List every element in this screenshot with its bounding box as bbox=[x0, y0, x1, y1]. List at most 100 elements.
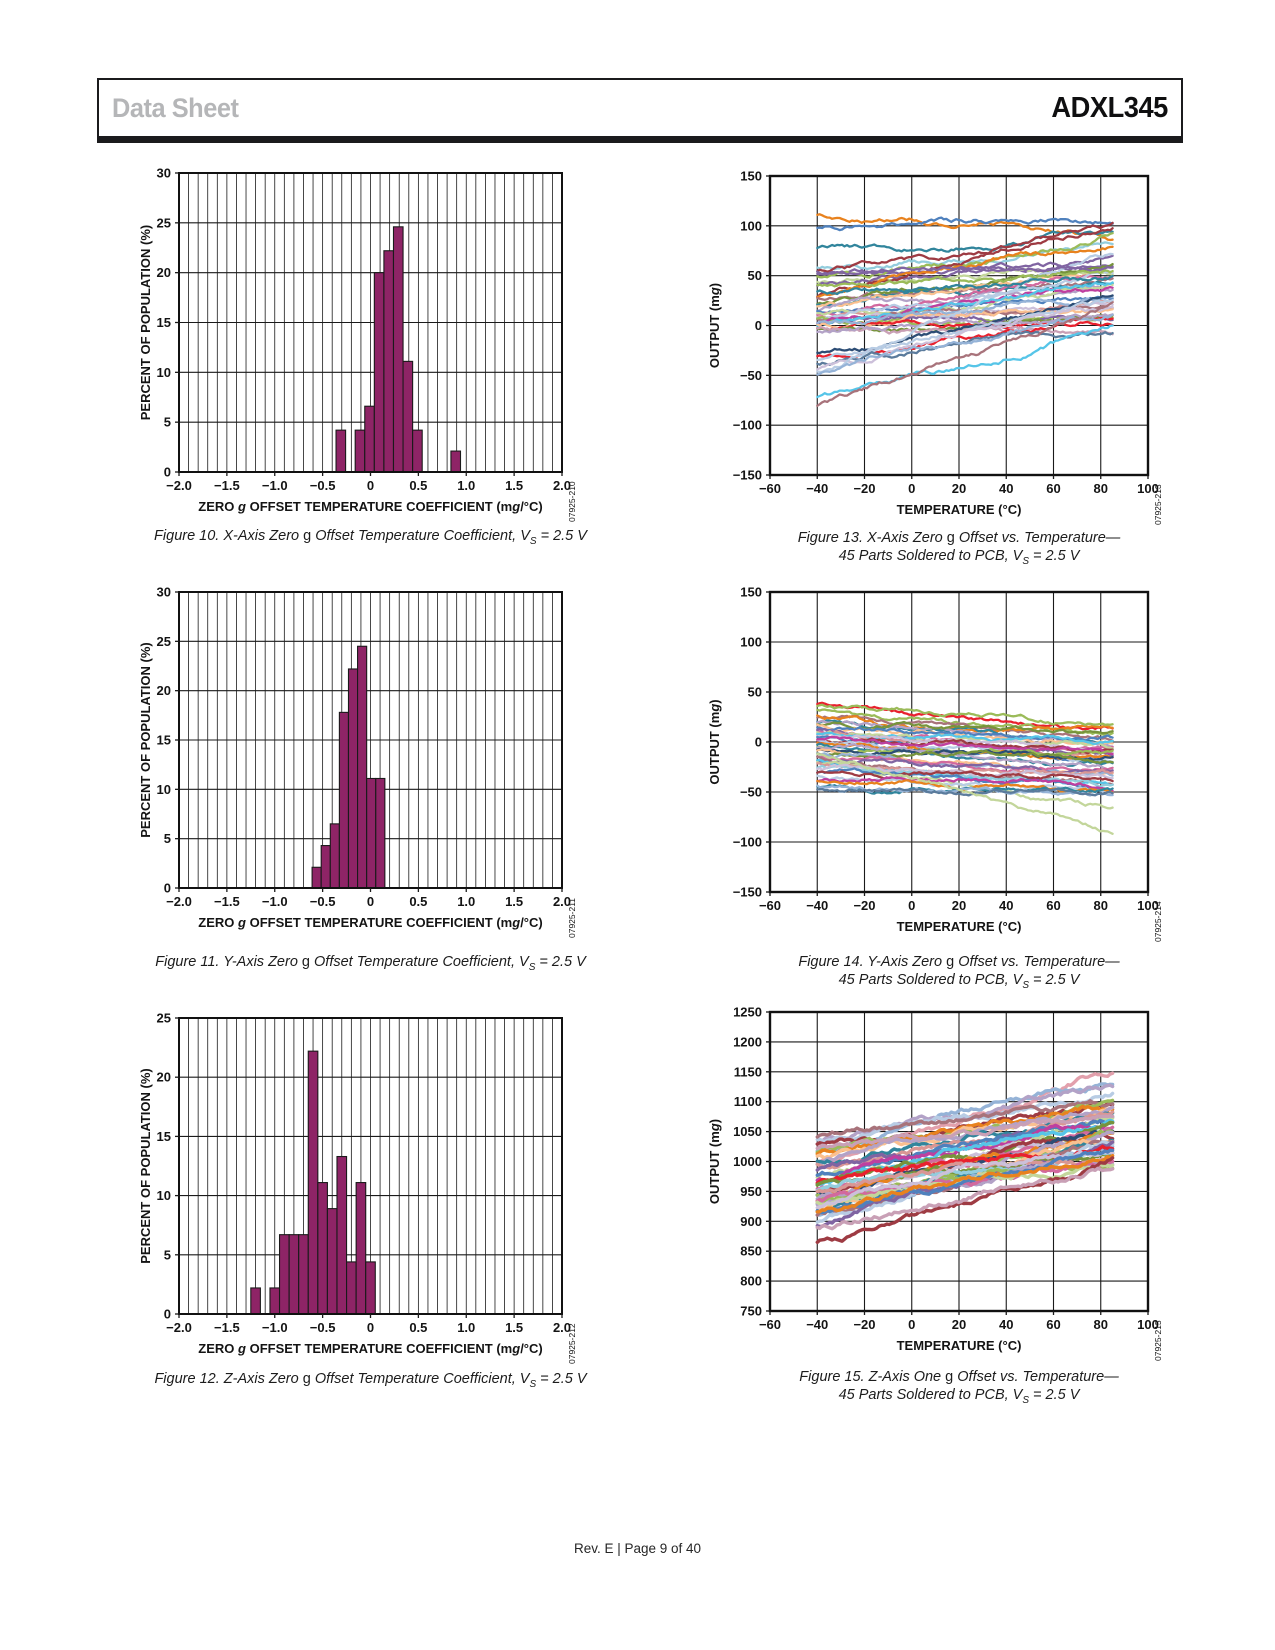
figure-11-ytick: 0 bbox=[164, 881, 171, 896]
figure-10-tick-labels: −2.0 −1.5 −1.0 −0.5 0 0.5 1.0 1.5 2.0 0 5 10 15 20 25 3… bbox=[157, 166, 572, 494]
figure-11-bar bbox=[329, 823, 340, 889]
figure-10-plot: −2.0 −1.5 −1.0 −0.5 0 0.5 1.0 1.5 2.0 0 5 10 15 20 25 3… bbox=[138, 166, 577, 523]
header-bar: Data Sheet ADXL345 bbox=[97, 78, 1183, 143]
figure-14-xtick: −20 bbox=[853, 898, 875, 913]
figure-12-bar bbox=[278, 1234, 290, 1315]
figure-11-bar bbox=[311, 866, 322, 889]
figure-14-xtick: 60 bbox=[1046, 898, 1060, 913]
figure-12-xtick: −2.0 bbox=[166, 1320, 192, 1335]
figure-12-bar bbox=[269, 1287, 281, 1315]
figure-15-xlabel: TEMPERATURE (°C) bbox=[897, 1338, 1022, 1353]
figure-13-series-line bbox=[816, 305, 1114, 371]
figure-13-series-line bbox=[816, 294, 1114, 355]
figure-10-xtick: 0.5 bbox=[409, 478, 427, 493]
figure-11-bar bbox=[338, 711, 350, 889]
figure-13-series-line bbox=[816, 274, 1114, 296]
figure-15-ytick: 900 bbox=[740, 1214, 762, 1229]
figure-11-plot: −2.0 −1.5 −1.0 −0.5 0 0.5 1.0 1.5 2.0 0 5 10 15 20 25 3… bbox=[138, 585, 577, 939]
figure-14-plot: −60 −40 −20 0 20 40 60 80 100 −150 −100 −50 0 50 100 15… bbox=[707, 585, 1163, 943]
doc-type-label: Data Sheet bbox=[112, 92, 239, 123]
figure-10-xtick: 1.5 bbox=[505, 478, 523, 493]
figure-15-series-line bbox=[815, 1118, 1115, 1187]
figure-10-ytick: 0 bbox=[164, 465, 171, 480]
figure-13-series-line bbox=[816, 232, 1114, 279]
figure-15-series-line bbox=[815, 1166, 1115, 1231]
figure-11-ylabel: PERCENT OF POPULATION (%) bbox=[138, 642, 153, 837]
figure-11-ticks bbox=[175, 591, 563, 892]
figure-14-xtick: 0 bbox=[908, 898, 915, 913]
figure-13-ytick: 50 bbox=[748, 268, 762, 283]
figure-12-bar bbox=[250, 1287, 261, 1315]
figure-12-xtick: −1.5 bbox=[214, 1320, 240, 1335]
figure-14-xlabel: TEMPERATURE (°C) bbox=[897, 919, 1022, 934]
figure-10-watermark: 07925-210 bbox=[567, 481, 577, 522]
figure-12-bar bbox=[336, 1155, 348, 1315]
figure-14-ytick: 50 bbox=[748, 685, 762, 700]
figure-11-watermark: 07925-211 bbox=[567, 898, 577, 938]
figure-10-xtick: 0 bbox=[367, 478, 374, 493]
figure-12-ytick: 5 bbox=[164, 1247, 171, 1262]
figure-13-series-line bbox=[816, 295, 1114, 326]
figure-15-tick-labels: −60 −40 −20 0 20 40 60 80 100 750 800 850 900 950 1000… bbox=[733, 1005, 1159, 1333]
figure-13-ytick: −150 bbox=[733, 468, 762, 483]
figure-11-xtick: −0.5 bbox=[310, 894, 336, 909]
figure-10-caption: Figure 10. X-Axis Zero g Offset Temperat… bbox=[154, 528, 587, 547]
figure-13-xtick: 100 bbox=[1137, 481, 1159, 496]
figure-10-ytick: 30 bbox=[157, 166, 171, 181]
figure-13-series-line bbox=[816, 229, 1114, 253]
figure-15-series-line bbox=[815, 1156, 1115, 1245]
figure-11-tick-labels: −2.0 −1.5 −1.0 −0.5 0 0.5 1.0 1.5 2.0 0 5 10 15 20 25 3… bbox=[157, 585, 572, 910]
figure-15-xtick: 60 bbox=[1046, 1317, 1060, 1332]
figure-12-bars bbox=[250, 1050, 376, 1315]
figure-15-ytick: 850 bbox=[740, 1244, 762, 1259]
figure-12-bar bbox=[326, 1208, 338, 1315]
figure-14-series-line bbox=[816, 701, 1114, 731]
figure-11-grid bbox=[179, 592, 562, 888]
figure-15-ytick: 800 bbox=[740, 1274, 762, 1289]
figure-10-ytick: 15 bbox=[157, 315, 171, 330]
figure-12-xtick: 0.5 bbox=[409, 1320, 427, 1335]
figure-14-xtick: 40 bbox=[999, 898, 1013, 913]
figure-13-ytick: 0 bbox=[755, 318, 762, 333]
figure-10-bar bbox=[383, 250, 395, 473]
figure-13-caption: Figure 13. X-Axis Zero g Offset vs. Temp… bbox=[797, 530, 1121, 567]
figure-15-series-line bbox=[815, 1148, 1115, 1215]
figure-10-ytick: 10 bbox=[157, 365, 171, 380]
figure-15-ytick: 1200 bbox=[733, 1034, 762, 1049]
figure-11-xtick: −2.0 bbox=[166, 894, 192, 909]
figure-14-series-line bbox=[816, 703, 1114, 727]
figure-10-xtick: −0.5 bbox=[310, 478, 336, 493]
figure-15-xtick: −40 bbox=[806, 1317, 828, 1332]
figure-14-series-line bbox=[816, 735, 1114, 756]
figure-14-tick-labels: −60 −40 −20 0 20 40 60 80 100 −150 −100 −50 0 50 100 15… bbox=[733, 585, 1159, 914]
figure-13-xtick: −40 bbox=[806, 481, 828, 496]
figure-14-watermark: 07925-214 bbox=[1153, 901, 1163, 942]
figure-10-xtick: −1.5 bbox=[214, 478, 240, 493]
figure-12-ytick: 0 bbox=[164, 1307, 171, 1322]
figure-14-ytick: −150 bbox=[733, 885, 762, 900]
figure-15-series-line bbox=[815, 1098, 1115, 1139]
figure-15-ytick: 1250 bbox=[733, 1005, 762, 1020]
figure-11-bar bbox=[347, 668, 359, 889]
figure-11-xtick: 2.0 bbox=[553, 894, 571, 909]
figure-11-bar bbox=[375, 777, 386, 889]
figure-14-series-line bbox=[816, 730, 1114, 750]
figure-14-ytick: −50 bbox=[740, 785, 762, 800]
figure-12-caption: Figure 12. Z-Axis Zero g Offset Temperat… bbox=[154, 1371, 587, 1390]
figure-10-ylabel: PERCENT OF POPULATION (%) bbox=[138, 225, 153, 420]
figure-12-bar bbox=[298, 1234, 309, 1315]
figure-13-series-line bbox=[816, 313, 1114, 376]
figure-15-ticks bbox=[766, 1011, 1149, 1315]
figure-13-series-line bbox=[816, 301, 1114, 407]
figure-15-series-line bbox=[815, 1153, 1115, 1214]
figure-12-ylabel: PERCENT OF POPULATION (%) bbox=[138, 1068, 153, 1263]
figure-12-xtick: 2.0 bbox=[553, 1320, 571, 1335]
figure-11-xtick: −1.5 bbox=[214, 894, 240, 909]
figure-13-ticks bbox=[766, 175, 1149, 479]
figure-12-plot: −2.0 −1.5 −1.0 −0.5 0 0.5 1.0 1.5 2.0 0 5 10 15 20 25 Z… bbox=[138, 1011, 577, 1365]
figure-15-ytick: 950 bbox=[740, 1184, 762, 1199]
figure-10-bar bbox=[335, 429, 347, 473]
figure-14-ytick: −100 bbox=[733, 835, 762, 850]
figure-13-ytick: 150 bbox=[740, 169, 762, 184]
